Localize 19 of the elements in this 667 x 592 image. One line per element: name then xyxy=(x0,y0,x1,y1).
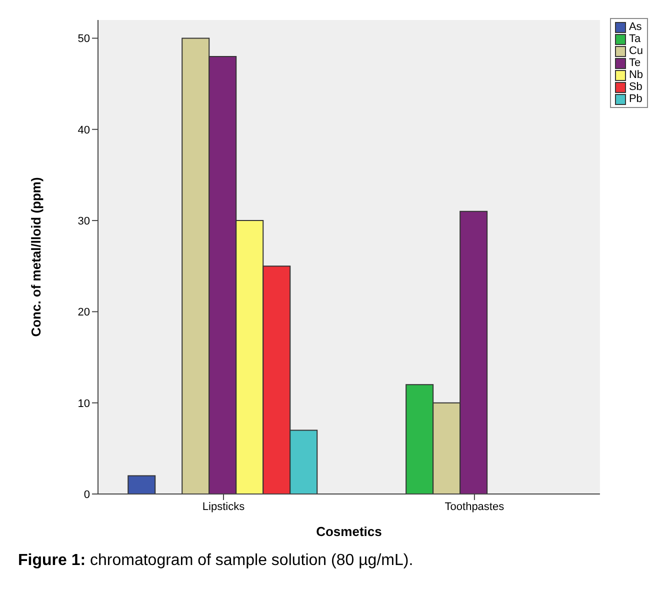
legend-label: Pb xyxy=(628,93,643,105)
y-axis-title: Conc. of metal/lloid (ppm) xyxy=(28,177,44,337)
legend-label: Te xyxy=(628,57,642,69)
legend-label: As xyxy=(628,21,643,33)
y-tick-label: 30 xyxy=(78,215,90,228)
x-tick-label: Toothpastes xyxy=(444,500,505,513)
y-tick-label: 20 xyxy=(78,306,90,319)
y-tick-label: 10 xyxy=(78,398,90,410)
legend-label: Sb xyxy=(628,81,643,93)
y-tick-label: 50 xyxy=(78,33,90,46)
bar xyxy=(128,475,156,494)
legend-label: Cu xyxy=(628,45,643,57)
caption: Figure 1: chromatogram of sample solution (80 µg/mL). xyxy=(18,552,414,570)
x-tick-label: Lipsticks xyxy=(202,500,246,513)
x-axis-title: Cosmetics xyxy=(316,524,382,539)
legend-label: Nb xyxy=(628,69,643,81)
legend-label: Ta xyxy=(628,33,642,45)
y-tick-label: 0 xyxy=(84,488,90,501)
y-tick-label: 40 xyxy=(78,124,90,136)
